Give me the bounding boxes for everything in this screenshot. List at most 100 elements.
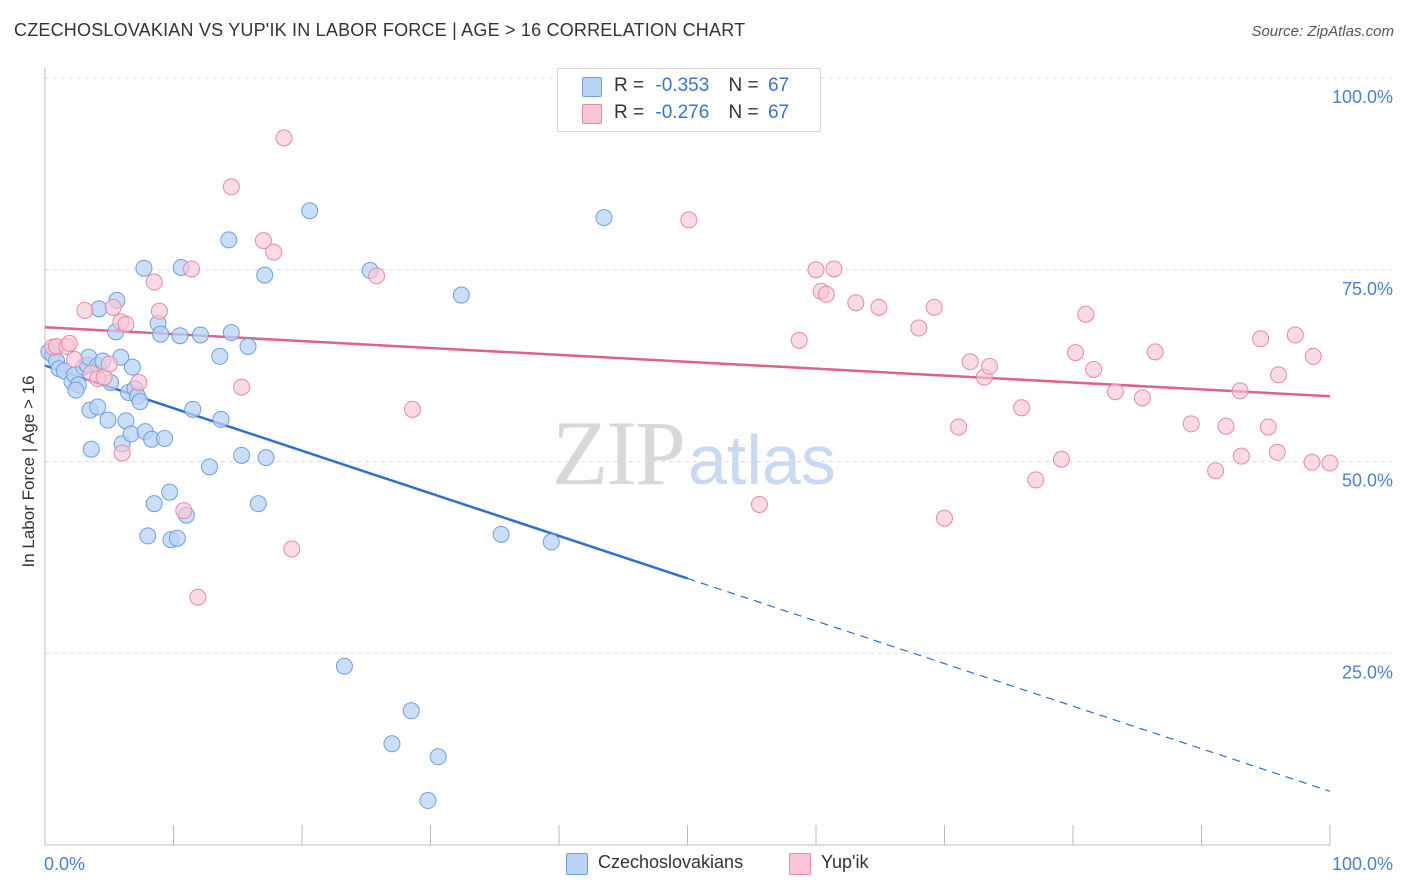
yupik-point xyxy=(275,129,293,147)
yupik-point xyxy=(66,350,84,368)
yupik-point xyxy=(1067,344,1085,362)
czechoslovakians-point xyxy=(90,300,108,318)
czechoslovakians-point xyxy=(256,266,274,284)
source-label[interactable]: Source: ZipAtlas.com xyxy=(1251,23,1394,40)
grid-lines xyxy=(45,77,1392,654)
yupik-point xyxy=(117,315,135,333)
yupik-point xyxy=(1304,347,1322,365)
czechoslovakians-point xyxy=(383,735,401,753)
yupik-point xyxy=(1085,360,1103,378)
yupik-point xyxy=(1133,389,1151,407)
yupik-point xyxy=(1013,399,1031,417)
yupik-point xyxy=(113,444,131,462)
czechoslovakians-point xyxy=(249,495,267,513)
czechoslovakians-point xyxy=(402,702,420,720)
x-tick-label: 100.0% xyxy=(1332,854,1393,874)
czechoslovakians-trend-line xyxy=(44,364,688,580)
yupik-point xyxy=(1182,415,1200,433)
yupik-point xyxy=(60,334,78,352)
yupik-point xyxy=(404,400,422,418)
czechoslovakians-point xyxy=(168,529,186,547)
tick-labels: 25.0% 50.0% 75.0% 100.0% 0.0% 100.0% In Labor … xyxy=(19,87,1393,874)
r-label: R = xyxy=(614,75,645,96)
yupik-point xyxy=(1207,462,1225,480)
czechoslovakians-point xyxy=(452,286,470,304)
chart-title: CZECHOSLOVAKIAN VS YUP'IK IN LABOR FORCE… xyxy=(14,20,746,40)
czechoslovakians-point xyxy=(145,495,163,513)
czechoslovakians-trend-extension xyxy=(687,577,1331,792)
czechoslovakians-point xyxy=(89,398,107,416)
yupik-legend-label: Yup'ik xyxy=(821,852,869,872)
yupik-point xyxy=(100,355,118,373)
czechoslovakians-point xyxy=(222,324,240,342)
czechoslovakians-point xyxy=(419,792,437,810)
czechoslovakians-point xyxy=(542,533,560,551)
yupik-point xyxy=(925,298,943,316)
czechoslovakians-point xyxy=(135,259,153,277)
yupik-point xyxy=(1303,453,1321,471)
czechoslovakians-point xyxy=(123,358,141,376)
n-label: N = xyxy=(728,102,759,123)
czechoslovakians-point xyxy=(67,381,85,399)
czechoslovakians-point xyxy=(156,429,174,447)
y-tick-label: 75.0% xyxy=(1342,279,1393,299)
czechoslovakians-swatch xyxy=(582,77,602,97)
czechoslovakians-point xyxy=(191,326,209,344)
yupik-point xyxy=(870,298,888,316)
czechoslovakians-point xyxy=(139,527,157,545)
yupik-point xyxy=(1259,418,1277,436)
yupik-point xyxy=(368,267,386,285)
watermark: ZIPatlas xyxy=(552,400,836,506)
yupik-point xyxy=(1231,382,1249,400)
yupik-point xyxy=(1146,343,1164,361)
yupik-point xyxy=(1106,383,1124,401)
yupik-point xyxy=(182,260,200,278)
yupik-point xyxy=(910,319,928,337)
yupik-point xyxy=(76,301,94,319)
yupik-point xyxy=(750,495,768,513)
n-value: 67 xyxy=(767,102,790,123)
yupik-point xyxy=(189,588,207,606)
yupik-point xyxy=(980,357,998,375)
czechoslovakians-points xyxy=(40,202,613,810)
r-value: -0.276 xyxy=(655,102,710,123)
czechoslovakians-point xyxy=(211,347,229,365)
czechoslovakians-point xyxy=(161,483,179,501)
czechoslovakians-point xyxy=(335,657,353,675)
yupik-point xyxy=(961,353,979,371)
y-tick-label: 25.0% xyxy=(1342,662,1393,682)
yupik-point xyxy=(130,373,148,391)
czechoslovakians-point xyxy=(99,411,117,429)
yupik-point xyxy=(807,261,825,279)
czechoslovakians-point xyxy=(82,440,100,458)
czechoslovakians-point xyxy=(131,393,149,411)
yupik-point xyxy=(145,273,163,291)
yupik-point xyxy=(283,540,301,558)
yupik-point xyxy=(847,294,865,312)
yupik-point xyxy=(1077,305,1095,323)
yupik-point xyxy=(825,260,843,278)
czechoslovakians-legend-label: Czechoslovakians xyxy=(598,852,744,872)
watermark-zip: ZIP xyxy=(552,402,686,504)
y-tick-label: 50.0% xyxy=(1342,471,1393,491)
czechoslovakians-legend-swatch xyxy=(566,853,588,875)
yupik-point xyxy=(1286,326,1304,344)
yupik-point xyxy=(790,331,808,349)
yupik-point xyxy=(1052,450,1070,468)
yupik-point xyxy=(1268,443,1286,461)
czechoslovakians-point xyxy=(171,327,189,345)
czechoslovakians-point xyxy=(152,325,170,343)
r-value: -0.353 xyxy=(655,75,710,96)
y-tick-label: 100.0% xyxy=(1332,87,1393,107)
czechoslovakians-point xyxy=(257,449,275,467)
r-label: R = xyxy=(614,102,645,123)
czechoslovakians-point xyxy=(492,525,510,543)
yupik-point xyxy=(222,178,240,196)
yupik-point xyxy=(150,302,168,320)
y-axis-title: In Labor Force | Age > 16 xyxy=(19,375,38,567)
watermark-atlas: atlas xyxy=(688,421,836,499)
czechoslovakians-point xyxy=(200,458,218,476)
yupik-point xyxy=(254,232,272,250)
yupik-point xyxy=(104,298,122,316)
